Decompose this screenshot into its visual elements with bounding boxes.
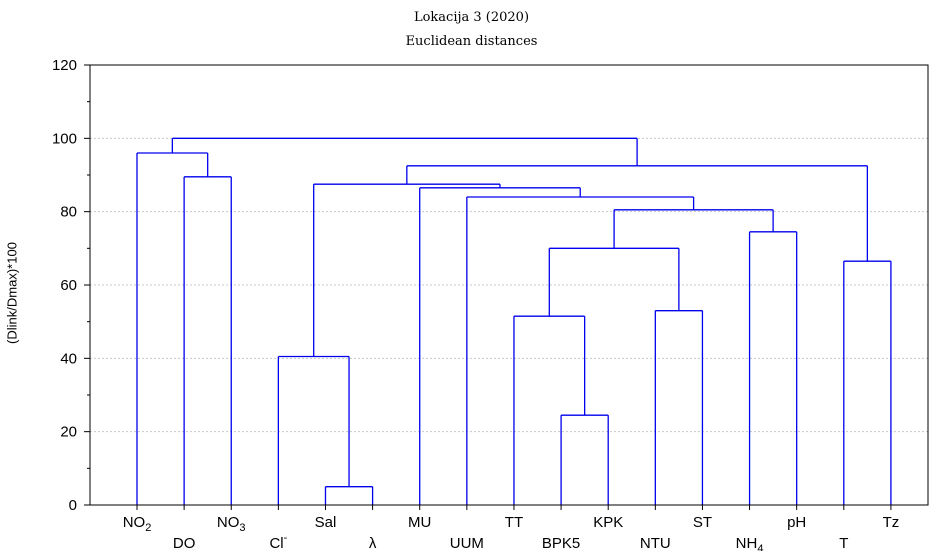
dendrogram-tree <box>136 137 892 505</box>
leaf-label: Tz <box>883 514 900 531</box>
leaf-label: λ <box>369 535 377 551</box>
plot-frame <box>89 64 929 506</box>
leaf-label: T <box>839 535 848 551</box>
y-tick-label: 0 <box>69 497 77 514</box>
leaf-label: NO2 <box>123 514 152 534</box>
y-tick-label: 80 <box>60 204 77 221</box>
leaf-label: NH4 <box>736 535 764 551</box>
leaf-label: ST <box>693 514 712 531</box>
leaf-label: DO <box>173 535 196 551</box>
leaf-label: KPK <box>593 514 623 531</box>
axes <box>84 64 929 510</box>
y-tick-label: 60 <box>60 277 77 294</box>
y-tick-label: 20 <box>60 424 77 441</box>
leaf-label: MU <box>408 514 431 531</box>
leaf-labels: NO2 DO NO3 Cl- Sal λ MU UUM TT BPK5 KPK NTU ST NH4 pH T… <box>123 514 900 551</box>
leaf-label: BPK5 <box>542 535 580 551</box>
y-tick-labels: 0 20 40 60 80 100 120 <box>52 57 77 514</box>
leaf-label: NTU <box>640 535 671 551</box>
chart-title: Lokacija 3 (2020) <box>413 10 530 25</box>
leaf-label: Sal <box>315 514 337 531</box>
grid-lines <box>90 64 928 433</box>
y-tick-label: 100 <box>52 130 77 147</box>
leaf-label: Cl- <box>269 532 287 551</box>
y-tick-label: 40 <box>60 350 77 367</box>
leaf-label: TT <box>505 514 523 531</box>
chart-subtitle: Euclidean distances <box>405 34 538 49</box>
y-tick-label: 120 <box>52 57 77 74</box>
leaf-label: NO3 <box>217 514 246 534</box>
leaf-label: UUM <box>450 535 484 551</box>
leaf-label: pH <box>787 514 806 531</box>
